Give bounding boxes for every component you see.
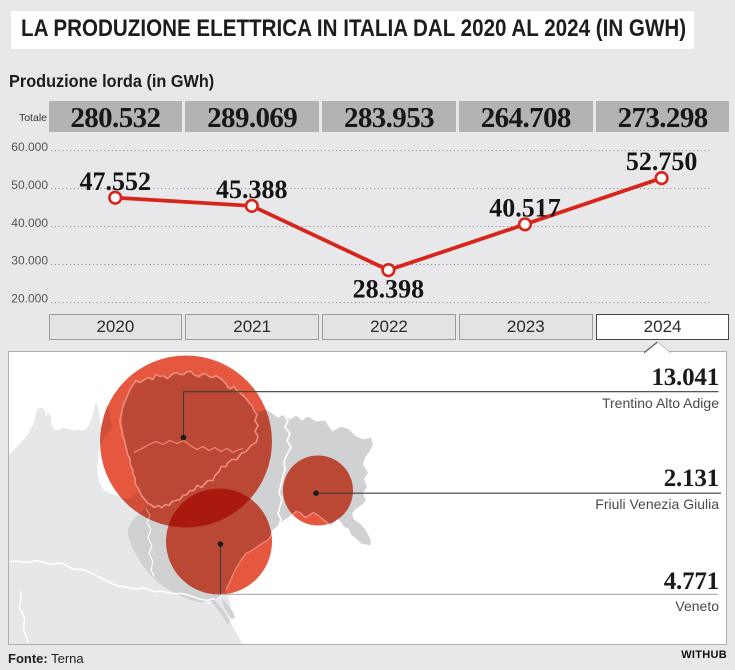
svg-text:60.000: 60.000	[11, 140, 48, 154]
svg-text:47.552: 47.552	[79, 167, 151, 196]
svg-text:40.000: 40.000	[11, 216, 48, 230]
svg-text:28.398: 28.398	[353, 275, 425, 304]
svg-text:50.000: 50.000	[11, 178, 48, 192]
svg-text:45.388: 45.388	[216, 175, 288, 204]
svg-text:30.000: 30.000	[11, 254, 48, 268]
svg-text:40.517: 40.517	[489, 194, 561, 223]
svg-text:52.750: 52.750	[626, 147, 698, 176]
svg-text:20.000: 20.000	[11, 291, 48, 305]
